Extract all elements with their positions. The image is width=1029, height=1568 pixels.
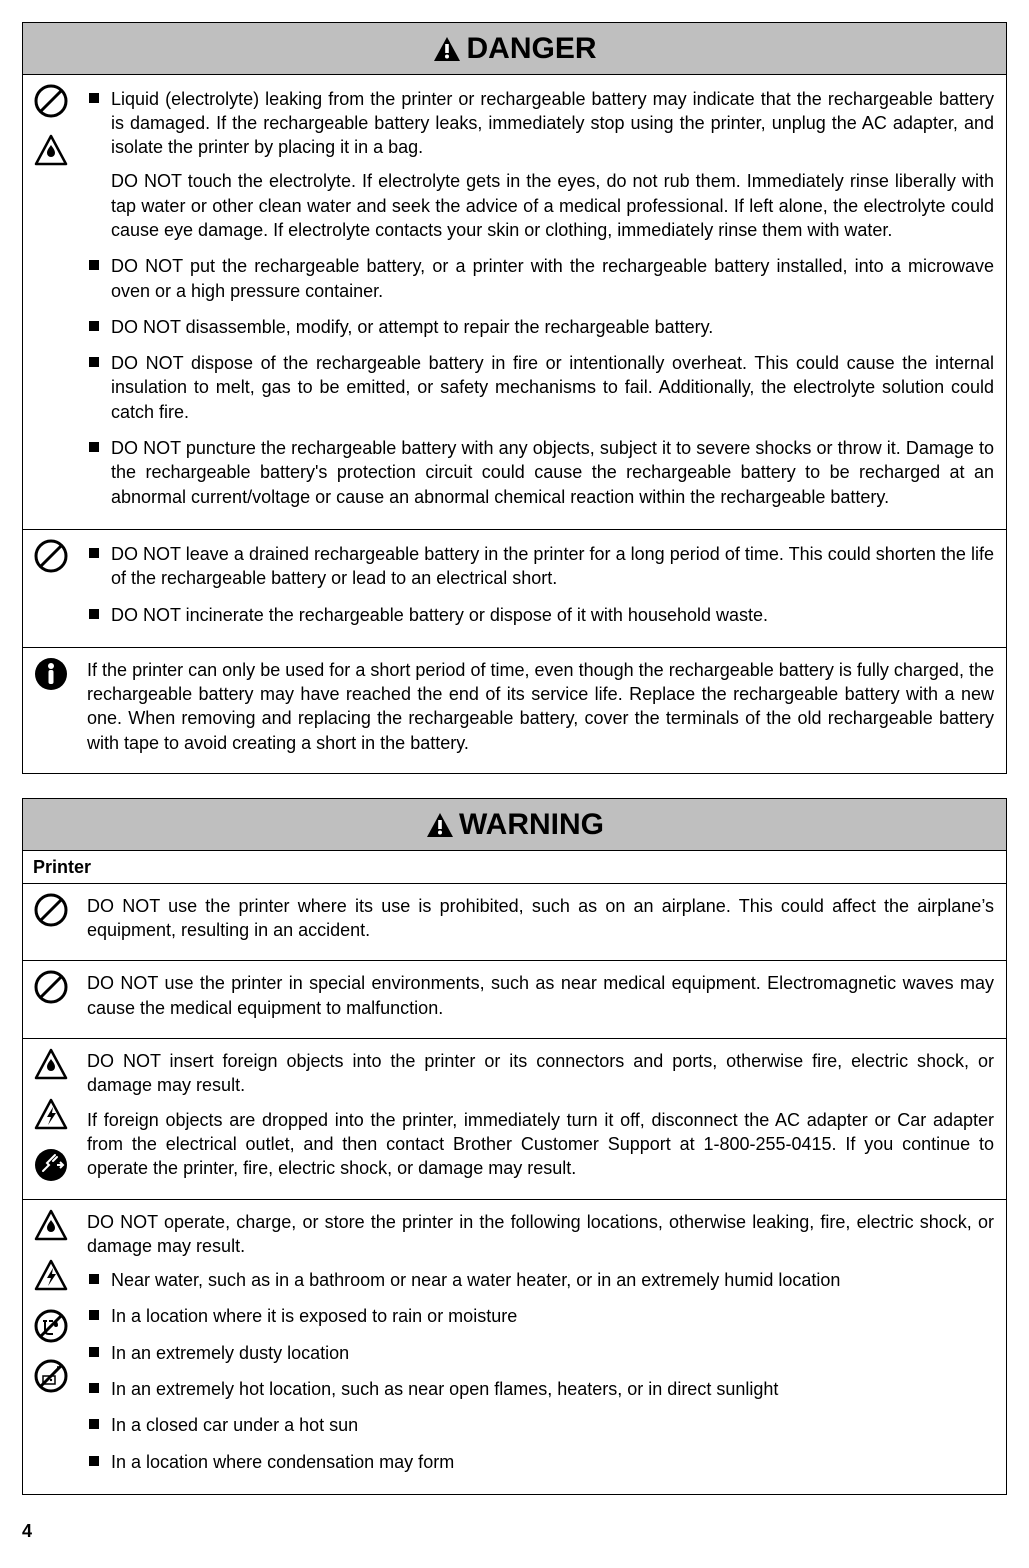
prohibit-icon: [33, 892, 69, 928]
bullet-text: In a location where it is exposed to rai…: [111, 1306, 517, 1326]
alert-icon: [432, 35, 462, 63]
content-column: DO NOT use the printer where its use is …: [87, 884, 1006, 961]
bullet-list: Near water, such as in a bathroom or nea…: [87, 1268, 994, 1474]
paragraph: DO NOT use the printer where its use is …: [87, 894, 994, 943]
unplug-icon: [33, 1147, 69, 1183]
danger-header: DANGER: [23, 23, 1006, 75]
prohibit-icon: [33, 538, 69, 574]
icon-column: [23, 75, 87, 529]
alert-icon: [425, 811, 455, 839]
bullet-text: DO NOT incinerate the rechargeable batte…: [111, 605, 768, 625]
bullet-text: DO NOT dispose of the rechargeable batte…: [111, 353, 994, 422]
list-item: DO NOT puncture the rechargeable battery…: [87, 436, 994, 509]
list-item: In a location where condensation may for…: [87, 1450, 994, 1474]
warning-row-3: DO NOT insert foreign objects into the p…: [23, 1039, 1006, 1199]
bullet-text: In a closed car under a hot sun: [111, 1415, 358, 1435]
list-item: Near water, such as in a bathroom or nea…: [87, 1268, 994, 1292]
list-item: In an extremely hot location, such as ne…: [87, 1377, 994, 1401]
danger-row-1: Liquid (electrolyte) leaking from the pr…: [23, 75, 1006, 530]
list-item: Liquid (electrolyte) leaking from the pr…: [87, 87, 994, 243]
icon-column: [23, 884, 87, 961]
bullet-text: DO NOT leave a drained rechargeable batt…: [111, 544, 994, 588]
list-item: In a closed car under a hot sun: [87, 1413, 994, 1437]
content-column: DO NOT use the printer in special enviro…: [87, 961, 1006, 1038]
list-item: DO NOT leave a drained rechargeable batt…: [87, 542, 994, 591]
paragraph: If the printer can only be used for a sh…: [87, 658, 994, 755]
icon-column: [23, 1039, 87, 1198]
list-item: DO NOT dispose of the rechargeable batte…: [87, 351, 994, 424]
content-column: DO NOT operate, charge, or store the pri…: [87, 1200, 1006, 1494]
warning-row-2: DO NOT use the printer in special enviro…: [23, 961, 1006, 1039]
bullet-text: In an extremely hot location, such as ne…: [111, 1379, 778, 1399]
paragraph: DO NOT use the printer in special enviro…: [87, 971, 994, 1020]
paragraph: DO NOT insert foreign objects into the p…: [87, 1049, 994, 1098]
danger-row-3: If the printer can only be used for a sh…: [23, 648, 1006, 773]
paragraph: If foreign objects are dropped into the …: [87, 1108, 994, 1181]
shock-hazard-icon: [33, 1097, 69, 1133]
bullet-text: DO NOT puncture the rechargeable battery…: [111, 438, 994, 507]
page-number: 4: [22, 1519, 1007, 1543]
list-item: DO NOT disassemble, modify, or attempt t…: [87, 315, 994, 339]
bullet-list: Liquid (electrolyte) leaking from the pr…: [87, 87, 994, 509]
bullet-text: Near water, such as in a bathroom or nea…: [111, 1270, 840, 1290]
danger-title: DANGER: [466, 29, 596, 70]
fire-hazard-icon: [33, 1208, 69, 1244]
icon-column: [23, 648, 87, 773]
no-wet-hands-icon: [33, 1308, 69, 1344]
bullet-text: In a location where condensation may for…: [111, 1452, 454, 1472]
warning-subhead: Printer: [23, 851, 1006, 884]
mandatory-icon: [33, 656, 69, 692]
bullet-subpara: DO NOT touch the electrolyte. If electro…: [111, 169, 994, 242]
fire-hazard-icon: [33, 1047, 69, 1083]
list-item: In a location where it is exposed to rai…: [87, 1304, 994, 1328]
danger-row-2: DO NOT leave a drained rechargeable batt…: [23, 530, 1006, 648]
prohibit-icon: [33, 969, 69, 1005]
prohibit-icon: [33, 83, 69, 119]
list-item: DO NOT put the rechargeable battery, or …: [87, 254, 994, 303]
list-item: In an extremely dusty location: [87, 1341, 994, 1365]
warning-row-4: DO NOT operate, charge, or store the pri…: [23, 1200, 1006, 1494]
shock-hazard-icon: [33, 1258, 69, 1294]
icon-column: [23, 530, 87, 647]
no-disassemble-icon: [33, 1358, 69, 1394]
fire-hazard-icon: [33, 133, 69, 169]
warning-row-1: DO NOT use the printer where its use is …: [23, 884, 1006, 962]
bullet-text: Liquid (electrolyte) leaking from the pr…: [111, 89, 994, 158]
paragraph: DO NOT operate, charge, or store the pri…: [87, 1210, 994, 1259]
icon-column: [23, 1200, 87, 1494]
bullet-list: DO NOT leave a drained rechargeable batt…: [87, 542, 994, 627]
bullet-text: In an extremely dusty location: [111, 1343, 349, 1363]
bullet-text: DO NOT put the rechargeable battery, or …: [111, 256, 994, 300]
content-column: If the printer can only be used for a sh…: [87, 648, 1006, 773]
warning-panel: WARNING Printer DO NOT use the printer w…: [22, 798, 1007, 1495]
icon-column: [23, 961, 87, 1038]
warning-title: WARNING: [459, 805, 604, 846]
content-column: DO NOT leave a drained rechargeable batt…: [87, 530, 1006, 647]
warning-header: WARNING: [23, 799, 1006, 851]
bullet-text: DO NOT disassemble, modify, or attempt t…: [111, 317, 713, 337]
content-column: Liquid (electrolyte) leaking from the pr…: [87, 75, 1006, 529]
danger-panel: DANGER Liquid (electrolyte) leaking from…: [22, 22, 1007, 774]
content-column: DO NOT insert foreign objects into the p…: [87, 1039, 1006, 1198]
list-item: DO NOT incinerate the rechargeable batte…: [87, 603, 994, 627]
